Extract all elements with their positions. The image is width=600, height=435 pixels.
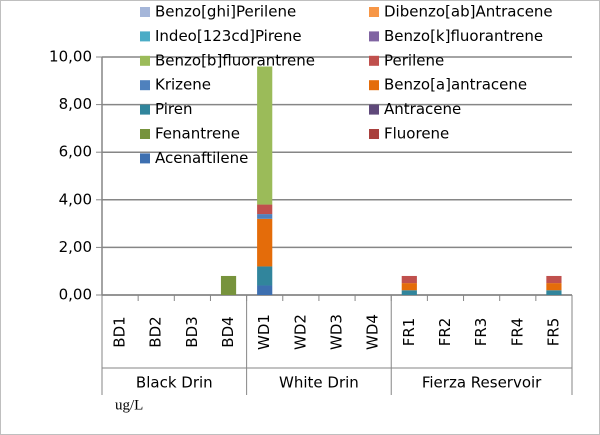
y-tick-label: 0,00	[59, 286, 92, 304]
legend-swatch	[369, 104, 379, 115]
legend-swatch	[140, 7, 150, 17]
legend-swatch	[369, 55, 379, 66]
bar-segment	[546, 283, 562, 291]
group-label: Fierza Reservoir	[422, 374, 542, 392]
x-tick-label: FR5	[544, 318, 562, 347]
y-tick-label: 2,00	[59, 238, 92, 256]
unit-label: ug/L	[115, 397, 143, 413]
x-tick-label: FR1	[400, 318, 418, 347]
legend-label: Benzo[a]antracene	[384, 76, 527, 94]
legend-label: Antracene	[384, 100, 461, 118]
x-tick-label: FR4	[508, 318, 526, 347]
x-tick-label: BD4	[219, 316, 237, 347]
group-label: White Drin	[279, 374, 359, 392]
bar-segment	[257, 214, 273, 219]
x-tick-label: FR3	[472, 318, 490, 347]
bar-segment	[257, 218, 273, 267]
x-tick-label: WD2	[291, 314, 309, 350]
legend-label: Fenantrene	[155, 125, 240, 143]
x-tick-label: FR2	[436, 318, 454, 347]
legend-swatch	[140, 31, 150, 42]
legend-swatch	[140, 104, 150, 115]
legend-label: Indeo[123cd]Pirene	[155, 27, 302, 45]
bar-segment	[546, 290, 562, 295]
y-tick-label: 8,00	[59, 95, 92, 113]
legend-label: Benzo[ghi]Perilene	[155, 3, 296, 21]
y-tick-label: 4,00	[59, 190, 92, 208]
x-tick-label: BD1	[111, 316, 129, 347]
y-tick-label: 6,00	[59, 143, 92, 161]
x-tick-label: WD1	[255, 314, 273, 350]
bar-segment	[257, 285, 273, 295]
bar-segment	[401, 283, 417, 291]
legend-label: Dibenzo[ab]Antracene	[384, 3, 553, 21]
legend-swatch	[369, 7, 379, 17]
bar-segment	[220, 275, 237, 295]
x-tick-label: BD2	[147, 316, 165, 347]
bar-segment	[257, 204, 273, 215]
y-tick-label: 10,00	[49, 48, 92, 66]
legend-swatch	[140, 129, 150, 139]
bar-segment	[257, 266, 273, 286]
legend-label: Krizene	[155, 76, 211, 94]
x-tick-label: WD4	[364, 314, 382, 350]
legend-label: Piren	[155, 100, 192, 118]
bar-segment	[401, 290, 417, 295]
legend-swatch	[140, 153, 150, 164]
legend-label: Fluorene	[384, 125, 449, 143]
bar-segment	[401, 275, 417, 284]
legend-swatch	[140, 80, 150, 91]
legend-label: Acenaftilene	[155, 149, 248, 167]
bar-segment	[546, 275, 562, 284]
bar-segment	[257, 66, 273, 205]
legend-swatch	[140, 55, 150, 66]
x-tick-label: WD3	[328, 314, 346, 350]
legend-label: Benzo[b]fluorantrene	[155, 51, 315, 69]
legend-swatch	[369, 31, 379, 42]
group-label: Black Drin	[136, 374, 213, 392]
legend-swatch	[369, 129, 379, 139]
legend-label: Perilene	[384, 51, 444, 69]
legend-swatch	[369, 80, 379, 91]
legend-label: Benzo[k]fluorantrene	[384, 27, 543, 45]
x-tick-label: BD3	[183, 316, 201, 347]
